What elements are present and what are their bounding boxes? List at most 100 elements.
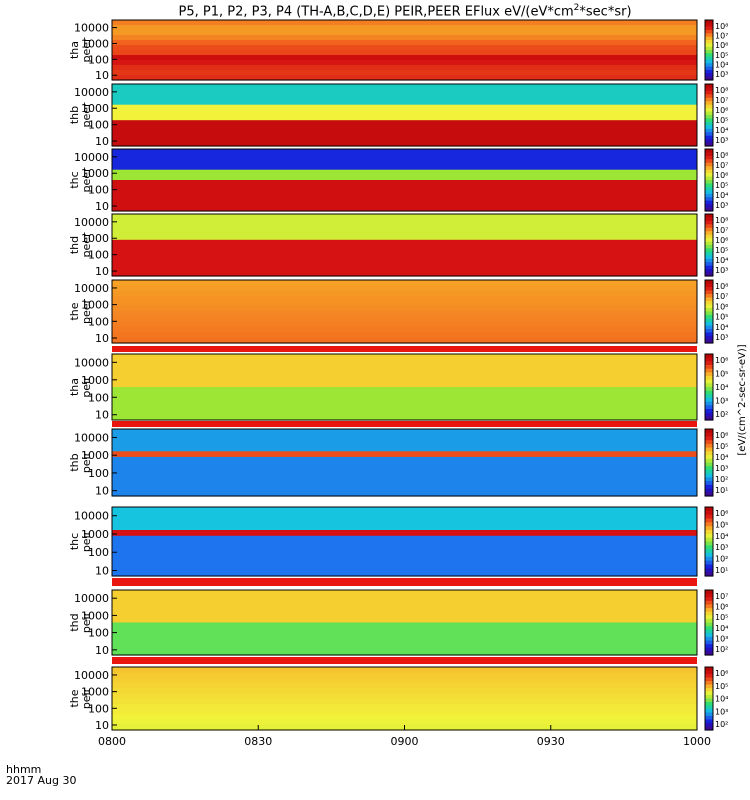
colorbar-segment [705,245,713,249]
colorbar-segment [705,101,713,106]
heatmap-band [112,524,697,531]
panel-label-line: peir [80,530,93,552]
colorbar-segment [705,394,713,399]
colorbar-segment [705,251,713,256]
colorbar-segment [705,125,713,130]
heatmap-band [112,260,697,267]
heatmap-band [112,135,697,142]
colorbar-tick-label: 10³ [715,201,728,210]
colorbar-segment [705,217,713,222]
colorbar-tick-label: 10⁶ [715,302,728,311]
colorbar-segment [705,526,713,531]
heatmap-band [112,719,697,726]
colorbar-tick-label: 10² [715,720,728,729]
colorbar-frame [704,589,714,656]
colorbar-segment [705,36,713,41]
heatmap-band [112,365,697,372]
heatmap-band [112,200,697,207]
heatmap-band [112,322,697,328]
colorbar-tick-label: 10³ [715,136,728,145]
heatmap-band [112,638,697,645]
heatmap-band [112,553,697,560]
panel-label: thc peir [68,530,93,552]
colorbar-segment [705,139,713,144]
y-tick-label: 1000 [81,449,109,462]
colorbar-segment [705,379,713,384]
heatmap-band [112,149,697,155]
colorbar-segment [705,530,713,535]
colorbar-segment [705,50,713,54]
heatmap-band [112,50,697,56]
panel-frame [111,148,698,212]
heatmap-band [112,570,697,577]
colorbar-tick-label: 10⁵ [715,613,728,622]
heatmap-band [112,709,697,715]
colorbar-segment [705,716,713,721]
colorbar-segment [705,458,713,464]
colorbar-segment [705,255,713,260]
colorbar-segment [705,322,713,327]
colorbar-tick-label: 10³ [715,397,728,406]
colorbar-segment [705,73,713,78]
heatmap-band [112,672,697,679]
heatmap-band [112,381,697,388]
panel-label-line: peer [80,299,93,325]
separator-bar [112,657,697,664]
heatmap-band [112,535,697,543]
colorbar-segment [705,488,713,493]
colorbar-segment [705,416,713,421]
heatmap-band [112,239,697,246]
colorbar-segment [705,604,713,609]
y-tick-label: 10 [95,332,109,345]
colorbar-segment [705,63,713,68]
colorbar-tick-label: 10⁷ [715,96,728,105]
colorbar-frame [704,666,714,731]
x-tick-label: 0800 [98,735,126,748]
colorbar-segment [705,572,713,577]
colorbar-segment [705,553,713,558]
colorbar-segment [705,484,713,490]
colorbar-segment [705,169,713,174]
colorbar-segment [705,597,713,602]
colorbar-segment [705,149,713,153]
colorbar-segment [705,272,713,277]
colorbar-unit-label: [eV/(cm^2-sec-sr-eV)] [737,344,748,455]
heatmap-band [112,590,697,596]
panel-frame [111,589,698,656]
heatmap-band [112,633,697,640]
heatmap-band [112,595,697,602]
colorbar-segment [705,186,713,191]
panel-label-line: thc [68,533,81,550]
colorbar-segment [705,651,713,656]
heatmap-band [112,714,697,721]
colorbar-segment [705,46,713,51]
panel-frame [111,279,698,344]
heatmap-band [112,327,697,334]
colorbar-segment [705,23,713,28]
colorbar-tick-label: 10⁷ [715,161,728,170]
colorbar-segment [705,135,713,140]
colorbar-segment [705,234,713,239]
y-tick-label: 100 [88,119,109,132]
heatmap-band [112,190,697,197]
y-tick-label: 10 [95,644,109,657]
colorbar-tick-label: 10⁵ [715,313,728,322]
colorbar-segment [705,87,713,92]
heatmap-band [112,627,697,634]
colorbar-segment [705,190,713,195]
heatmap-band [112,512,697,520]
colorbar-segment [705,492,713,497]
colorbar-segment [705,608,713,613]
y-tick-label: 10000 [74,431,109,444]
colorbar-segment [705,128,713,133]
colorbar-segment [705,674,713,679]
colorbar-tick-label: 10² [715,410,728,419]
colorbar-tick-label: 10⁴ [715,453,728,462]
heatmap-band [112,462,697,469]
y-tick-label: 100 [88,546,109,559]
colorbar-tick-label: 10⁵ [715,116,728,125]
colorbar-segment [705,176,713,181]
y-tick-label: 10000 [74,356,109,369]
colorbar-tick-label: 10⁸ [715,151,728,160]
heatmap-band [112,55,697,61]
